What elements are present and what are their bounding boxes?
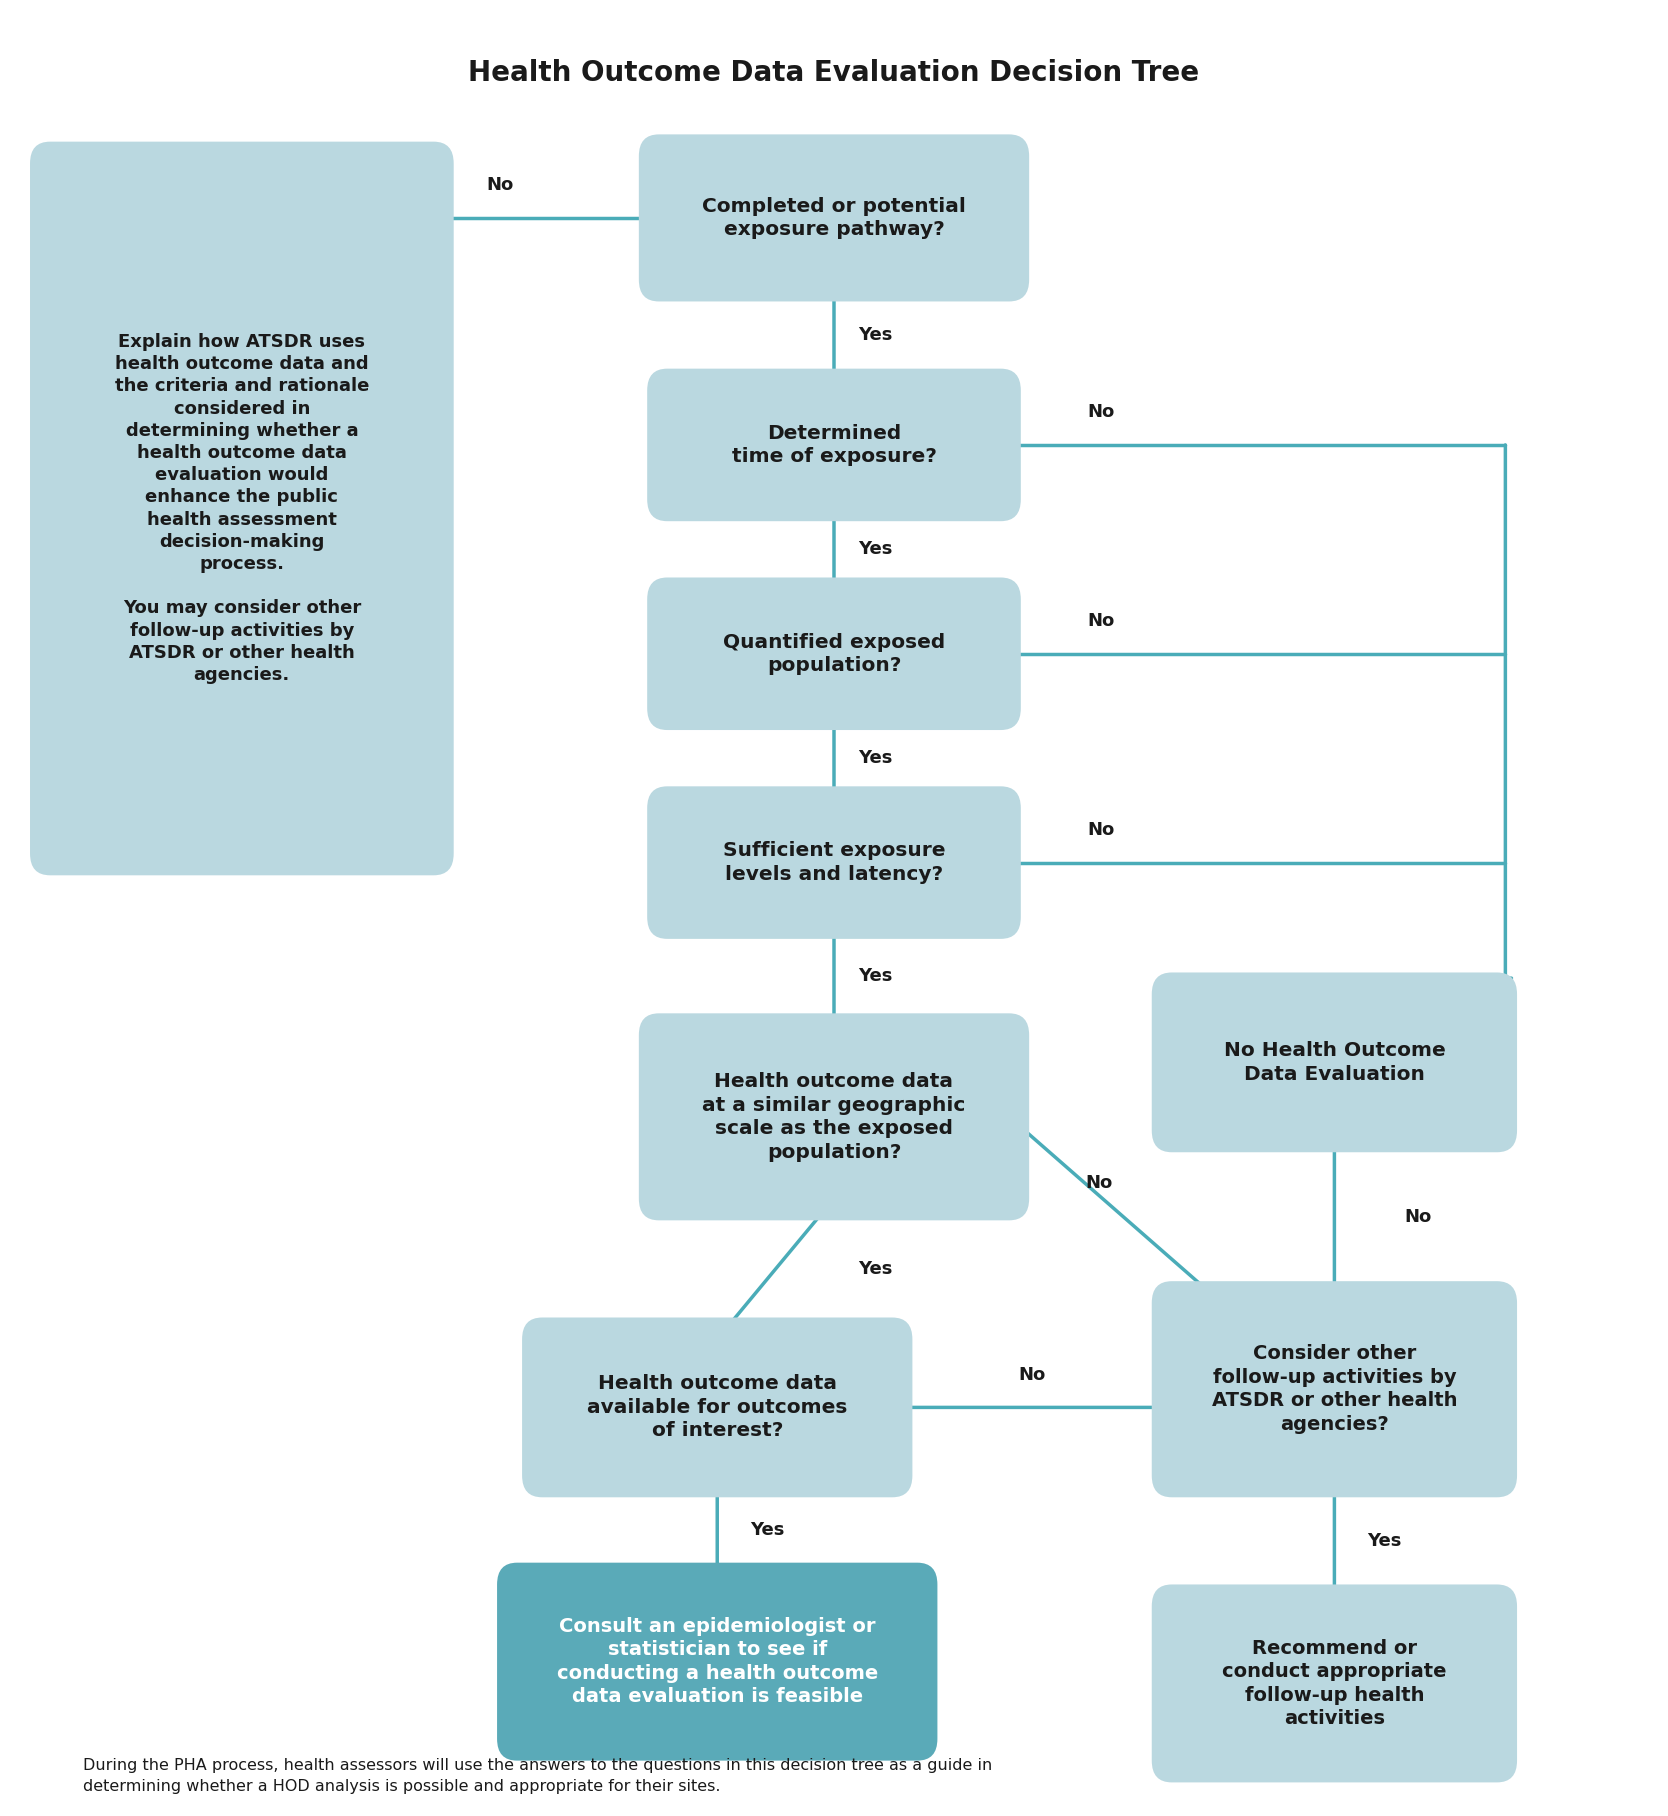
Text: Consult an epidemiologist or
statistician to see if
conducting a health outcome
: Consult an epidemiologist or statisticia…: [557, 1616, 877, 1707]
Text: No: No: [1088, 612, 1114, 630]
Text: Consider other
follow-up activities by
ATSDR or other health
agencies?: Consider other follow-up activities by A…: [1211, 1344, 1458, 1435]
FancyBboxPatch shape: [647, 577, 1021, 730]
Text: No: No: [1404, 1208, 1431, 1226]
Text: Yes: Yes: [751, 1522, 784, 1538]
FancyBboxPatch shape: [647, 369, 1021, 521]
Text: Health Outcome Data Evaluation Decision Tree: Health Outcome Data Evaluation Decision …: [469, 58, 1199, 87]
Text: Sufficient exposure
levels and latency?: Sufficient exposure levels and latency?: [722, 841, 946, 884]
Text: Health outcome data
at a similar geographic
scale as the exposed
population?: Health outcome data at a similar geograp…: [702, 1071, 966, 1162]
Text: Yes: Yes: [859, 541, 892, 558]
Text: No: No: [1088, 403, 1114, 421]
Text: No: No: [487, 176, 514, 194]
FancyBboxPatch shape: [30, 142, 454, 875]
Text: Recommend or
conduct appropriate
follow-up health
activities: Recommend or conduct appropriate follow-…: [1223, 1638, 1446, 1729]
Text: During the PHA process, health assessors will use the answers to the questions i: During the PHA process, health assessors…: [83, 1758, 992, 1794]
Text: Yes: Yes: [859, 1260, 892, 1278]
FancyBboxPatch shape: [647, 786, 1021, 939]
FancyBboxPatch shape: [639, 1013, 1029, 1220]
FancyBboxPatch shape: [639, 134, 1029, 301]
Text: Yes: Yes: [859, 750, 892, 766]
FancyBboxPatch shape: [1151, 972, 1518, 1153]
FancyBboxPatch shape: [522, 1318, 912, 1496]
Text: Yes: Yes: [1368, 1533, 1401, 1549]
FancyBboxPatch shape: [497, 1562, 937, 1762]
FancyBboxPatch shape: [1151, 1584, 1518, 1783]
Text: Explain how ATSDR uses
health outcome data and
the criteria and rationale
consid: Explain how ATSDR uses health outcome da…: [115, 332, 369, 685]
Text: No: No: [1019, 1366, 1046, 1384]
Text: Health outcome data
available for outcomes
of interest?: Health outcome data available for outcom…: [587, 1375, 847, 1440]
Text: No: No: [1086, 1173, 1113, 1191]
Text: Completed or potential
exposure pathway?: Completed or potential exposure pathway?: [702, 196, 966, 240]
Text: Determined
time of exposure?: Determined time of exposure?: [732, 423, 936, 467]
Text: No Health Outcome
Data Evaluation: No Health Outcome Data Evaluation: [1224, 1041, 1444, 1084]
Text: No: No: [1088, 821, 1114, 839]
Text: Yes: Yes: [859, 327, 892, 343]
Text: Yes: Yes: [859, 968, 892, 984]
FancyBboxPatch shape: [1151, 1282, 1518, 1496]
Text: Quantified exposed
population?: Quantified exposed population?: [722, 632, 946, 676]
